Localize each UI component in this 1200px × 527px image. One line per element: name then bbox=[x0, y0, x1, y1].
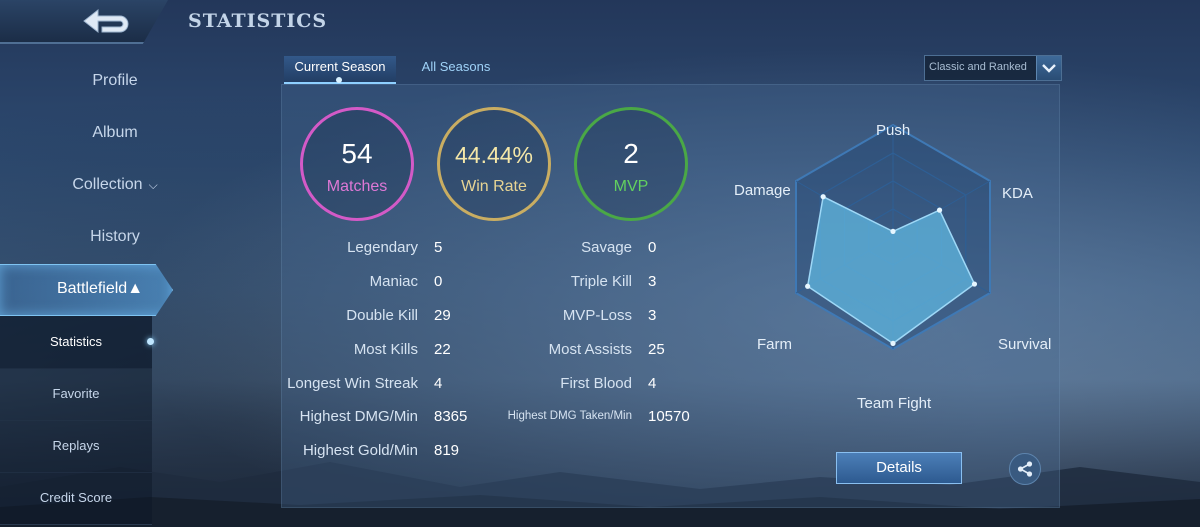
share-icon bbox=[1017, 461, 1033, 477]
stat-value: 5 bbox=[434, 239, 443, 256]
stat-label: Highest Gold/Min bbox=[302, 442, 418, 459]
stat-value: 25 bbox=[648, 341, 665, 358]
background-mountains bbox=[0, 462, 1200, 527]
mvp-label: MVP bbox=[613, 178, 649, 195]
stat-label: Highest DMG/Min bbox=[299, 408, 418, 425]
radar-label-survival: Survival bbox=[998, 336, 1052, 353]
stat-value: 3 bbox=[648, 273, 657, 290]
mvp-value: 2 bbox=[623, 138, 639, 169]
mode-select[interactable]: Classic and Ranked bbox=[924, 55, 1062, 81]
chevron-down-icon bbox=[1042, 64, 1056, 73]
stat-value: 29 bbox=[434, 307, 451, 324]
radar-data-point bbox=[890, 340, 896, 346]
sidebar-subitem-statistics[interactable]: Statistics bbox=[0, 316, 152, 369]
chevron-down-icon: ⌵ bbox=[148, 178, 158, 192]
radar-data-point bbox=[936, 207, 943, 213]
matches-value: 54 bbox=[341, 138, 373, 169]
stat-label: Double Kill bbox=[346, 307, 418, 324]
mvp-ring: 2 MVP bbox=[574, 107, 688, 221]
tab-label: All Seasons bbox=[421, 59, 491, 74]
dropdown-button[interactable] bbox=[1036, 56, 1061, 80]
tab-all-seasons[interactable]: All Seasons bbox=[412, 56, 500, 82]
stat-label: Most Kills bbox=[353, 341, 418, 358]
sidebar-item-collection[interactable]: Collection ⌵ bbox=[0, 176, 230, 194]
tab-current-season[interactable]: Current Season bbox=[284, 56, 396, 84]
matches-label: Matches bbox=[326, 178, 388, 195]
back-arrow-icon bbox=[83, 8, 129, 34]
radar-data-point bbox=[805, 283, 811, 289]
radar-label-kda: KDA bbox=[1002, 185, 1033, 202]
stat-label: Longest Win Streak bbox=[287, 375, 418, 392]
sidebar-item-history[interactable]: History bbox=[0, 228, 230, 246]
radar-label-farm: Farm bbox=[757, 336, 792, 353]
sidebar-subitem-label: Credit Score bbox=[39, 490, 113, 505]
sidebar-item-battlefield-label: Battlefield▲ bbox=[20, 280, 180, 298]
stat-value: 0 bbox=[648, 239, 657, 256]
stat-label: Maniac bbox=[369, 273, 418, 290]
sidebar-item-label: Battlefield bbox=[56, 280, 128, 297]
win-rate-ring: 44.44% Win Rate bbox=[437, 107, 551, 221]
top-bar: STATISTICS bbox=[0, 0, 1200, 44]
sidebar-item-label: History bbox=[90, 228, 140, 245]
radar-data-point bbox=[890, 228, 896, 234]
tab-label: Current Season bbox=[294, 59, 386, 74]
active-indicator-dot bbox=[147, 338, 154, 345]
stat-value: 819 bbox=[434, 442, 460, 459]
radar-label-damage: Damage bbox=[734, 182, 791, 199]
win-rate-label: Win Rate bbox=[461, 178, 527, 195]
sidebar-item-label: Collection bbox=[72, 176, 143, 193]
sidebar-item-label: Profile bbox=[92, 72, 138, 89]
sidebar-subitem-favorite[interactable]: Favorite bbox=[0, 368, 152, 421]
radar-data-point bbox=[820, 194, 826, 200]
stat-label: Triple Kill bbox=[570, 273, 632, 290]
tab-active-dot bbox=[336, 77, 342, 83]
stat-value: 10570 bbox=[648, 408, 690, 425]
stat-value: 3 bbox=[648, 307, 657, 324]
radar-label-team-fight: Team Fight bbox=[857, 395, 932, 412]
stat-value: 8365 bbox=[434, 408, 468, 425]
mode-select-value: Classic and Ranked bbox=[929, 61, 1027, 73]
details-button[interactable]: Details bbox=[836, 452, 962, 484]
stat-label: First Blood bbox=[560, 375, 632, 392]
sidebar-subitem-label: Favorite bbox=[52, 386, 100, 401]
stat-value: 0 bbox=[434, 273, 443, 290]
sidebar-item-label: Album bbox=[92, 124, 138, 141]
matches-ring: 54 Matches bbox=[300, 107, 414, 221]
radar-label-push: Push bbox=[876, 122, 911, 139]
stat-label: Savage bbox=[581, 239, 632, 256]
sidebar-subitem-label: Replays bbox=[52, 438, 100, 453]
win-rate-value: 44.44% bbox=[454, 142, 533, 168]
sidebar-subitem-credit-score[interactable]: Credit Score bbox=[0, 472, 152, 525]
sidebar-subitem-label: Statistics bbox=[49, 334, 102, 349]
stat-label: Legendary bbox=[347, 239, 418, 256]
page-title: STATISTICS bbox=[188, 10, 328, 32]
stat-value: 22 bbox=[434, 341, 451, 358]
radar-data-point bbox=[971, 281, 978, 287]
back-button[interactable] bbox=[0, 0, 168, 44]
stat-value: 4 bbox=[434, 375, 443, 392]
performance-radar-chart bbox=[795, 123, 991, 351]
stat-label: Most Assists bbox=[548, 341, 632, 358]
share-button[interactable] bbox=[1009, 453, 1041, 485]
stat-label: MVP-Loss bbox=[562, 307, 632, 324]
details-label: Details bbox=[876, 459, 922, 476]
sidebar-item-profile[interactable]: Profile bbox=[0, 72, 230, 90]
stat-label: Highest DMG Taken/Min bbox=[507, 410, 632, 422]
sidebar-item-album[interactable]: Album bbox=[0, 124, 230, 142]
chevron-up-icon: ▲ bbox=[127, 280, 144, 297]
sidebar-subitem-replays[interactable]: Replays bbox=[0, 420, 152, 473]
stat-value: 4 bbox=[648, 375, 657, 392]
sidebar-item-battlefield[interactable] bbox=[0, 264, 173, 316]
